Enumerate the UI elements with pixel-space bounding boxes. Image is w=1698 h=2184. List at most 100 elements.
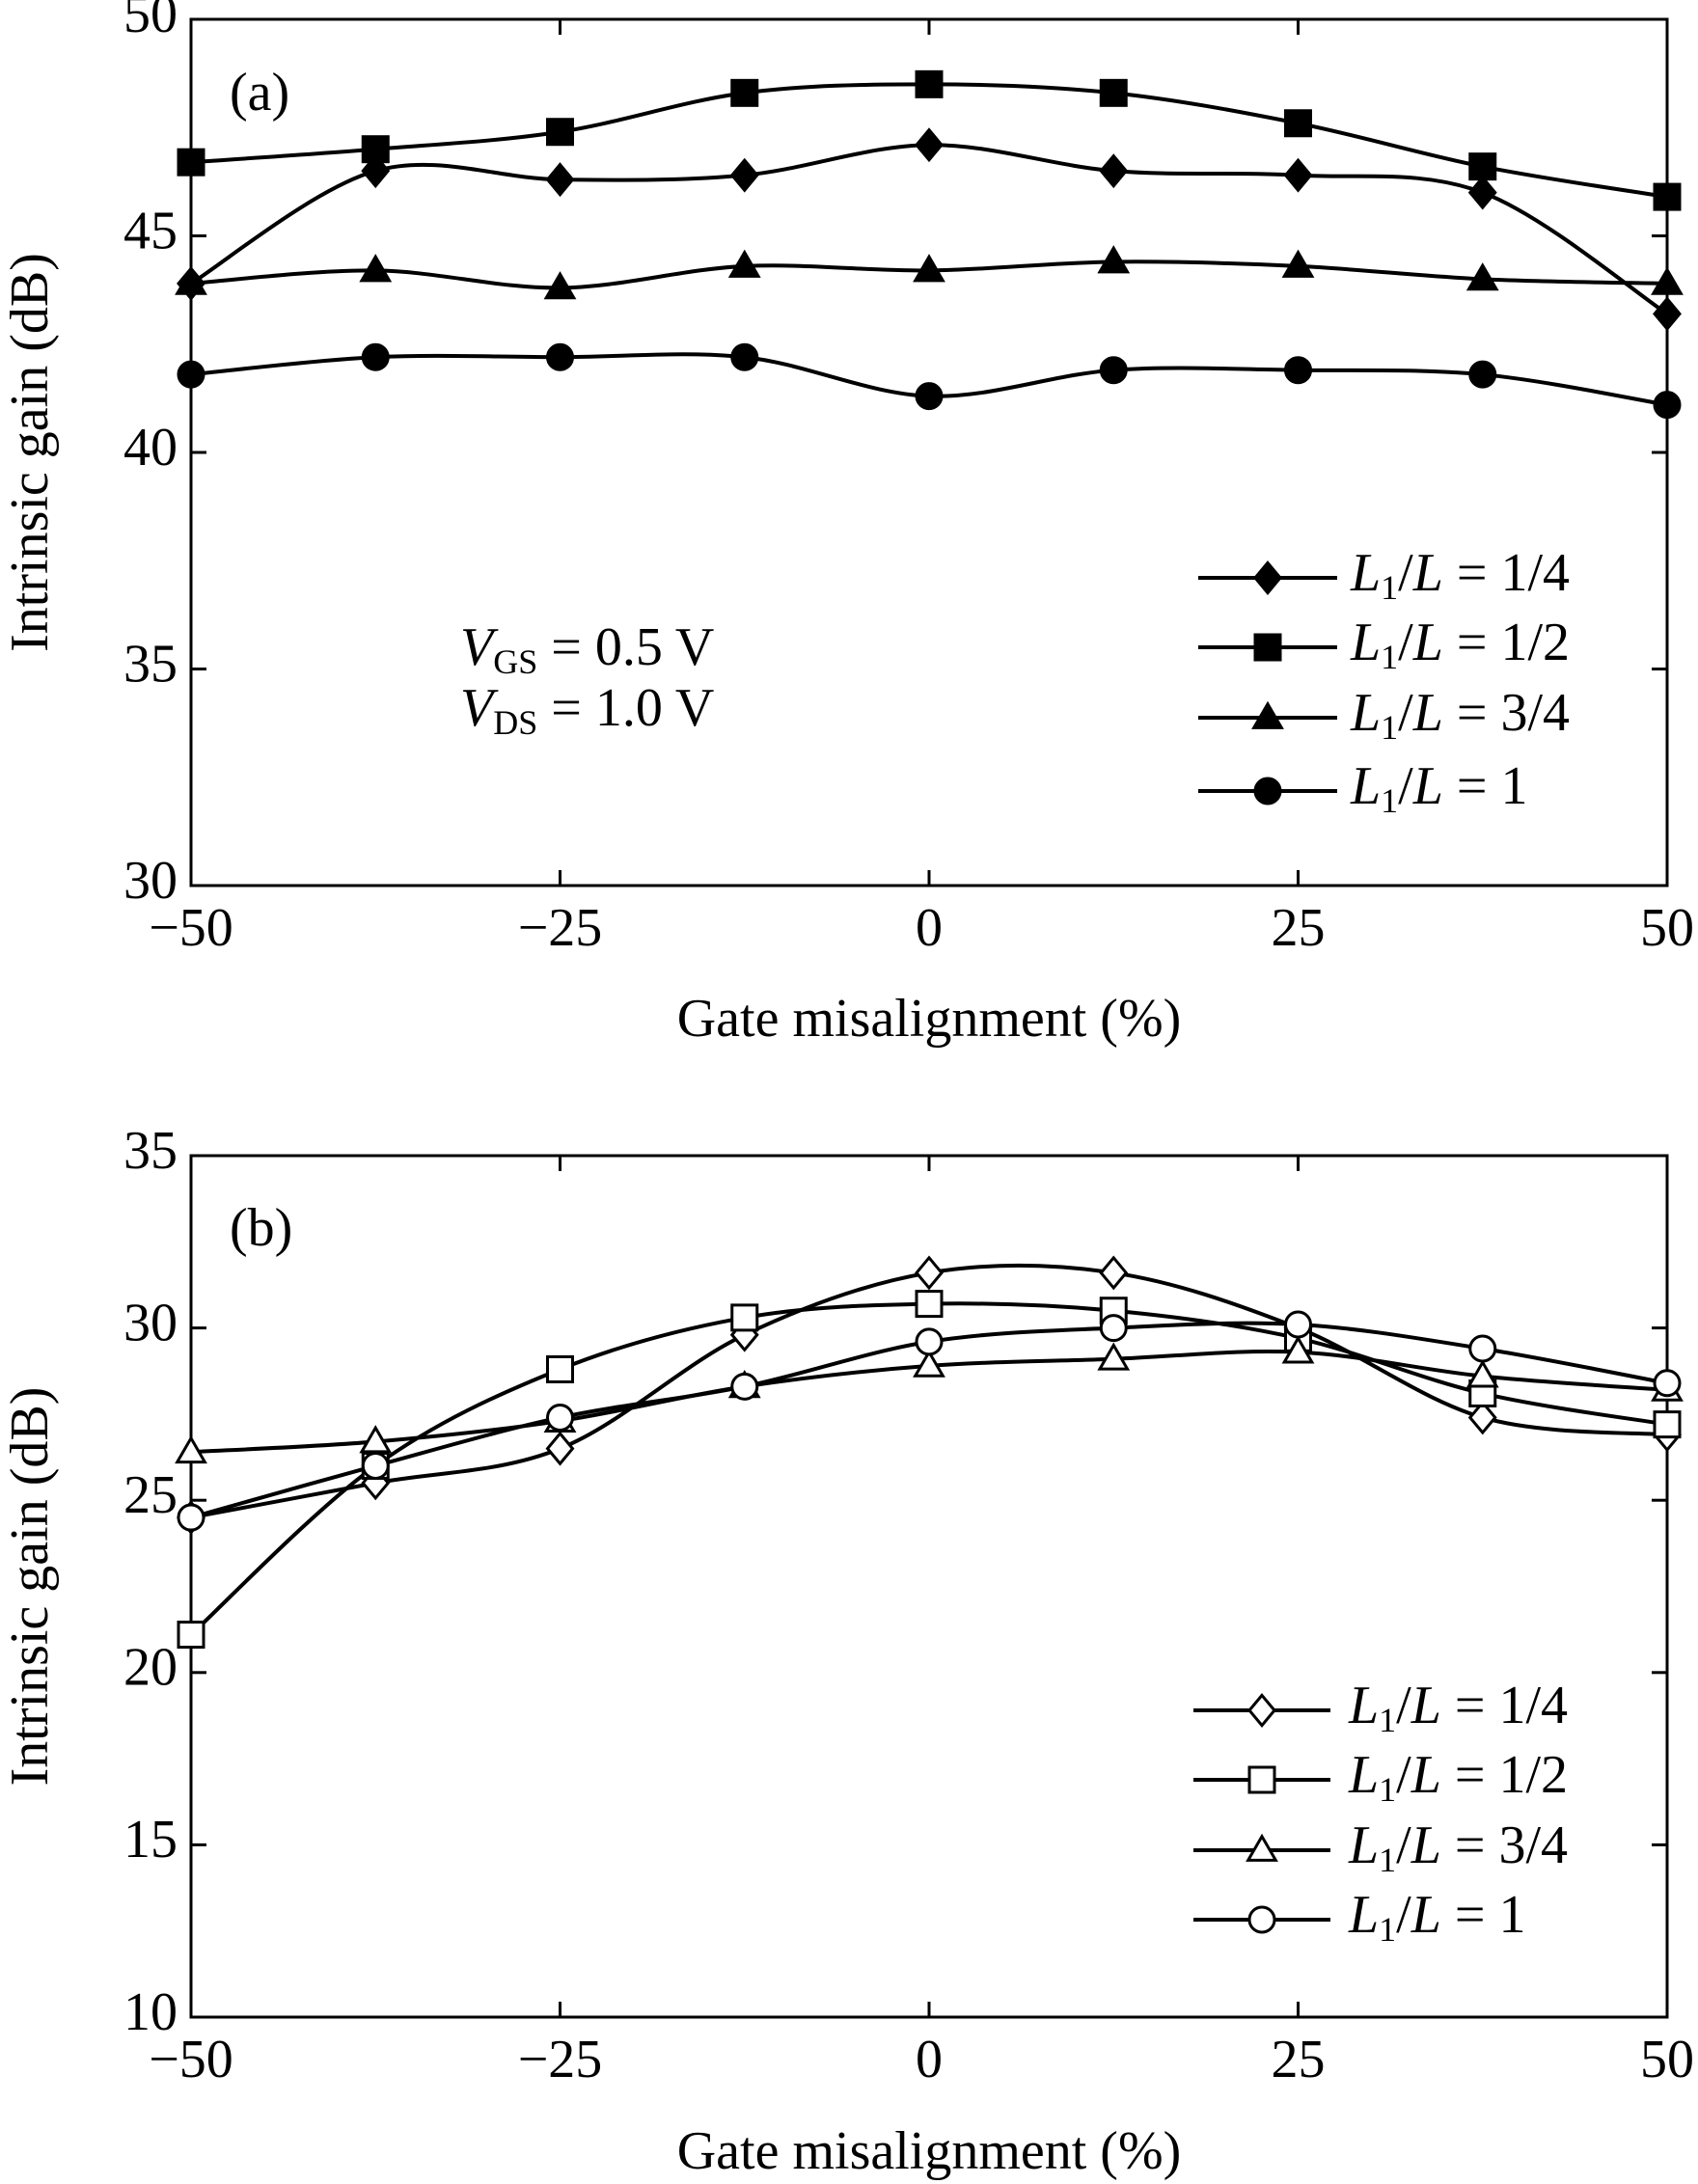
- x-tick-label: −50: [149, 898, 233, 958]
- marker: [361, 1451, 390, 1480]
- x-tick-label: 25: [1272, 898, 1326, 958]
- y-axis-title: Intrinsic gain (dB): [0, 1387, 60, 1787]
- marker: [361, 342, 390, 371]
- panel-label: (b): [230, 1198, 292, 1258]
- marker: [730, 78, 759, 107]
- marker: [730, 1372, 759, 1401]
- marker: [727, 249, 761, 278]
- marker: [913, 1349, 945, 1378]
- y-tick-label: 40: [123, 418, 178, 478]
- x-tick-label: −25: [518, 898, 603, 958]
- marker: [915, 382, 944, 411]
- marker: [729, 157, 759, 193]
- x-tick-label: 50: [1640, 2030, 1694, 2089]
- marker: [177, 148, 205, 177]
- x-axis-title: Gate misalignment (%): [677, 2121, 1182, 2181]
- marker: [730, 342, 759, 371]
- marker: [545, 1431, 575, 1466]
- marker: [546, 118, 574, 147]
- marker: [1284, 356, 1312, 385]
- marker: [1653, 1410, 1682, 1439]
- legend-marker: [1253, 560, 1282, 595]
- marker: [730, 1303, 759, 1332]
- marker: [915, 1327, 944, 1356]
- legend-marker: [1253, 633, 1282, 662]
- marker: [1467, 1400, 1497, 1435]
- marker: [1097, 1342, 1131, 1371]
- marker: [359, 1425, 393, 1454]
- x-tick-label: 0: [916, 2030, 943, 2089]
- legend-label: L1/L = 3/4: [1348, 1815, 1568, 1879]
- marker: [1097, 245, 1131, 274]
- legend-marker: [1247, 1765, 1276, 1794]
- marker: [1653, 391, 1682, 420]
- y-tick-label: 35: [123, 634, 178, 694]
- marker: [177, 360, 205, 389]
- y-tick-label: 30: [123, 1293, 178, 1352]
- marker: [1465, 1359, 1499, 1388]
- marker: [1099, 1255, 1129, 1291]
- legend-marker: [1247, 1693, 1276, 1728]
- marker: [177, 1621, 205, 1650]
- legend-label: L1/L = 1: [1348, 1885, 1525, 1949]
- annotation: VDS = 1.0 V: [460, 678, 714, 742]
- marker: [1284, 109, 1312, 138]
- panel-label: (a): [230, 63, 289, 123]
- y-tick-label: 15: [123, 1810, 178, 1870]
- marker: [1099, 153, 1129, 189]
- marker: [1468, 1334, 1497, 1363]
- marker: [1465, 262, 1499, 291]
- y-tick-label: 45: [123, 201, 178, 260]
- marker: [361, 135, 390, 164]
- x-tick-label: −25: [518, 2030, 603, 2089]
- marker: [915, 127, 944, 163]
- marker: [1281, 1335, 1315, 1364]
- marker: [1099, 78, 1128, 107]
- marker: [546, 1354, 574, 1383]
- x-tick-label: 25: [1272, 2030, 1326, 2089]
- marker: [1281, 249, 1315, 278]
- marker: [545, 162, 575, 198]
- marker: [175, 1434, 207, 1464]
- marker: [1099, 356, 1128, 385]
- legend-marker: [1251, 700, 1284, 729]
- y-tick-label: 35: [123, 1121, 178, 1181]
- marker: [359, 254, 393, 283]
- y-tick-label: 25: [123, 1465, 178, 1525]
- marker: [175, 266, 207, 295]
- x-tick-label: −50: [149, 2030, 233, 2089]
- legend-label: L1/L = 1/4: [1348, 1676, 1568, 1739]
- marker: [1653, 182, 1682, 211]
- marker: [915, 1290, 944, 1319]
- annotation: VGS = 0.5 V: [460, 617, 714, 681]
- marker: [913, 254, 945, 283]
- y-tick-label: 50: [123, 0, 178, 44]
- legend-label: L1/L = 1/2: [1350, 613, 1570, 676]
- marker: [1284, 1310, 1312, 1339]
- marker: [1653, 296, 1682, 332]
- marker: [1653, 1369, 1682, 1398]
- marker: [177, 1503, 205, 1532]
- marker: [546, 342, 574, 371]
- legend-label: L1/L = 1: [1350, 756, 1527, 820]
- x-tick-label: 50: [1640, 898, 1694, 958]
- y-axis-title: Intrinsic gain (dB): [0, 253, 60, 652]
- x-axis-title: Gate misalignment (%): [677, 989, 1182, 1049]
- marker: [915, 1255, 944, 1291]
- marker: [1468, 152, 1497, 181]
- marker: [361, 153, 391, 189]
- marker: [546, 1403, 574, 1432]
- marker: [543, 271, 577, 300]
- legend-marker: [1253, 777, 1282, 805]
- legend-marker: [1247, 1905, 1276, 1934]
- y-tick-label: 10: [123, 1982, 178, 2042]
- y-tick-label: 30: [123, 851, 178, 911]
- marker: [1468, 360, 1497, 389]
- marker: [1283, 157, 1313, 193]
- legend-marker: [1246, 1833, 1278, 1862]
- series-line: [189, 143, 1669, 315]
- marker: [1099, 1314, 1128, 1343]
- legend-label: L1/L = 1/2: [1348, 1745, 1568, 1809]
- y-tick-label: 20: [123, 1638, 178, 1698]
